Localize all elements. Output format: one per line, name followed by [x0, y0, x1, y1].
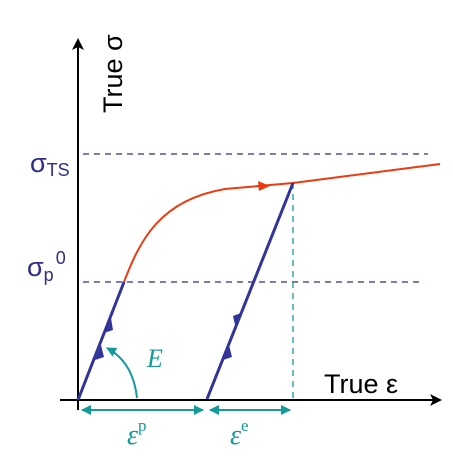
sigma-p0-subscript: p [44, 265, 54, 285]
y-axis-title: True σ [98, 34, 128, 113]
stress-strain-curve [123, 163, 441, 283]
elastic-strain-superscript: e [241, 416, 249, 435]
x-axis-title: True ε [324, 369, 398, 399]
plastic-strain-label: εp [127, 416, 147, 451]
elastic-strain-label: εe [230, 416, 249, 451]
elastic-strain-symbol: ε [230, 420, 241, 451]
loading-arrow-lower [95, 345, 104, 360]
initial-elastic-line [76, 281, 126, 401]
unloading-arrow [233, 313, 241, 329]
reloading-arrow [223, 345, 232, 360]
modulus-label: E [146, 344, 163, 373]
plastic-strain-superscript: p [138, 416, 147, 435]
modulus-arc-arrow [106, 347, 138, 399]
sigma-p0-superscript: 0 [56, 248, 66, 268]
sigma-ts-symbol: σ [30, 148, 47, 178]
sigma-p0-label: σp0 [27, 248, 66, 285]
sigma-ts-label: σTS [30, 148, 70, 180]
loading-arrow-upper [104, 318, 113, 333]
sigma-p0-symbol: σ [27, 252, 44, 282]
plastic-strain-symbol: ε [127, 420, 138, 451]
curve-direction-arrow [258, 181, 270, 191]
sigma-ts-subscript: TS [47, 160, 70, 180]
unload-reload-line [205, 182, 295, 400]
